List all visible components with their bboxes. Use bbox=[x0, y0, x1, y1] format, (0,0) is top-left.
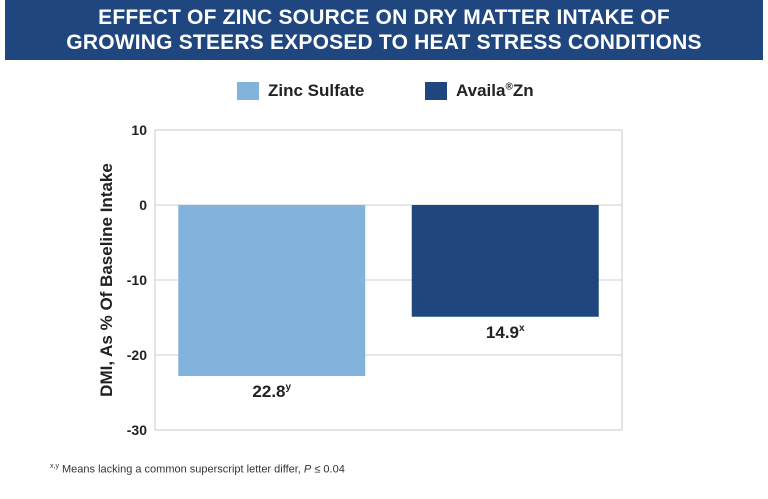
chart-title-line-1: EFFECT OF ZINC SOURCE ON DRY MATTER INTA… bbox=[98, 6, 670, 29]
legend-swatch-availa-zn bbox=[425, 82, 447, 100]
y-tick-label: -10 bbox=[127, 272, 147, 288]
bar-zinc-sulfate bbox=[178, 205, 366, 376]
plot-area-border bbox=[154, 129, 623, 431]
bar-data-label: 22.8y bbox=[252, 382, 291, 401]
legend: Zinc Sulfate Availa®Zn bbox=[0, 80, 768, 102]
footnote-text: Means lacking a common superscript lette… bbox=[58, 463, 304, 476]
footnote-superscript: x,y bbox=[50, 463, 59, 470]
y-tick-label: 0 bbox=[139, 197, 147, 213]
chart-title-line-2: GROWING STEERS EXPOSED TO HEAT STRESS CO… bbox=[66, 31, 702, 54]
bars bbox=[178, 205, 599, 376]
chart-title-banner: EFFECT OF ZINC SOURCE ON DRY MATTER INTA… bbox=[5, 0, 763, 60]
legend-item-availa-zn: Availa®Zn bbox=[425, 80, 534, 102]
legend-item-zinc-sulfate: Zinc Sulfate bbox=[237, 80, 364, 102]
y-axis-label: DMI, As % Of Baseline Intake bbox=[97, 163, 116, 397]
bar-data-labels: 22.8y 14.9x bbox=[252, 323, 525, 401]
legend-swatch-zinc-sulfate bbox=[237, 82, 259, 100]
footnote: x,y Means lacking a common superscript l… bbox=[50, 463, 345, 476]
legend-label-availa-zn: Availa®Zn bbox=[456, 81, 534, 101]
y-axis-ticks: 10 0 -10 -20 -30 bbox=[127, 122, 147, 438]
legend-label-zn-text: Zn bbox=[512, 81, 534, 100]
legend-label-availa-text: Availa bbox=[456, 81, 506, 100]
bar-data-label: 14.9x bbox=[486, 323, 525, 342]
bar-availa-zn bbox=[411, 205, 599, 317]
footnote-p-symbol: P bbox=[303, 463, 312, 476]
y-tick-label: -30 bbox=[127, 422, 147, 438]
y-tick-label: 10 bbox=[131, 122, 147, 138]
registered-mark: ® bbox=[505, 81, 513, 93]
footnote-rest: ≤ 0.04 bbox=[311, 463, 345, 476]
legend-label-zinc-sulfate: Zinc Sulfate bbox=[268, 81, 365, 100]
y-tick-label: -20 bbox=[127, 347, 147, 363]
